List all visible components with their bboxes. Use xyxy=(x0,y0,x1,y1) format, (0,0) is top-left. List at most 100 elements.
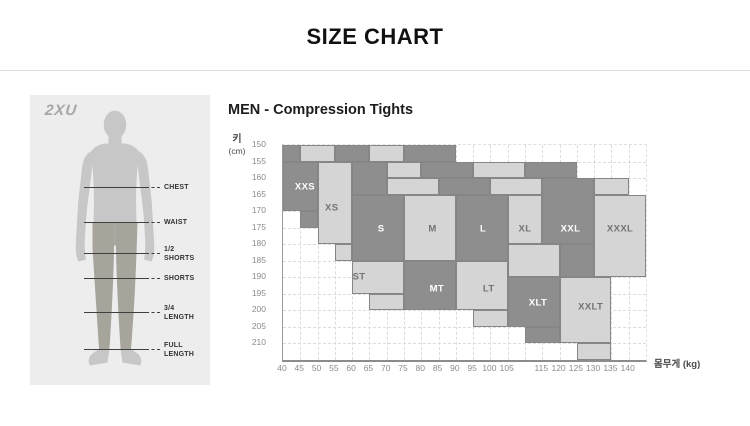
size-region-XXL xyxy=(559,244,595,278)
x-tick-85: 85 xyxy=(432,363,443,373)
x-tick-120: 120 xyxy=(551,363,566,373)
x-axis-ticks: 40 45 50 55 60 65 70 75 80 85 90 95 100 105 115 120 125 1… xyxy=(277,363,645,375)
x-axis-label: 몸무게 (kg) xyxy=(654,359,701,370)
size-region-M xyxy=(369,145,404,162)
gridline-horizontal xyxy=(283,343,646,345)
figure-tights-hip xyxy=(114,222,116,246)
figure-panel: 2XU CHEST WAIST 1/2 SHORTS SHORTS 3/4 LENGTH FU… xyxy=(30,95,210,385)
size-region-L xyxy=(438,178,491,195)
measurement-dashed-line xyxy=(146,349,160,350)
figure-torso xyxy=(91,143,139,225)
x-tick-140: 140 xyxy=(620,363,635,373)
y-tick-160: 160 xyxy=(251,172,266,183)
x-tick-130: 130 xyxy=(586,363,601,373)
measurement-solid-line xyxy=(84,312,146,313)
size-label-S: S xyxy=(377,223,385,235)
measurement-solid-line xyxy=(84,253,146,254)
size-region-XXL xyxy=(542,178,595,245)
size-region-XXS xyxy=(283,145,301,162)
size-region-XS xyxy=(334,244,353,261)
size-region-XXS xyxy=(283,161,318,212)
size-label-ST: ST xyxy=(352,271,366,283)
measurement-dashed-line xyxy=(146,253,160,254)
size-label-XXXL: XXXL xyxy=(606,223,634,235)
size-label-XXL: XXL xyxy=(560,223,581,235)
x-tick-55: 55 xyxy=(329,363,339,373)
measurement-solid-line xyxy=(84,278,146,279)
size-region-LT xyxy=(473,310,508,327)
y-tick-180: 180 xyxy=(251,238,266,249)
size-label-XXLT: XXLT xyxy=(578,301,604,313)
y-tick-190: 190 xyxy=(251,271,266,282)
size-region-XL xyxy=(507,194,543,245)
size-region-M xyxy=(404,194,456,261)
x-tick-135: 135 xyxy=(603,363,618,373)
size-region-ST xyxy=(352,260,404,294)
measurement-dashed-line xyxy=(146,222,160,223)
size-label-LT: LT xyxy=(482,283,495,295)
size-label-XL: XL xyxy=(518,223,532,235)
size-region-XXLT xyxy=(559,277,612,344)
size-region-XXL xyxy=(525,161,577,179)
y-axis-label: 키 (cm) xyxy=(222,130,252,156)
measurement-label: CHEST xyxy=(164,183,189,191)
measurement-dashed-line xyxy=(146,187,160,188)
gridline-horizontal xyxy=(283,326,646,328)
gridline-vertical xyxy=(317,145,319,360)
x-tick-70: 70 xyxy=(380,363,391,373)
figure-right-foot xyxy=(120,349,142,366)
size-region-XL xyxy=(490,178,543,195)
measurement-solid-line xyxy=(84,222,146,223)
size-region-S xyxy=(352,194,404,261)
figure-tights-left-leg xyxy=(92,222,115,350)
x-tick-80: 80 xyxy=(415,363,426,373)
size-label-MT: MT xyxy=(429,283,445,295)
x-tick-40: 40 xyxy=(277,363,287,373)
size-region-ST xyxy=(369,293,404,311)
y-tick-195: 195 xyxy=(251,287,266,298)
size-region-XLT xyxy=(525,326,560,344)
size-region-S xyxy=(334,145,370,162)
measurement-label: FULL LENGTH xyxy=(164,341,194,358)
y-tick-210: 210 xyxy=(251,337,266,348)
x-tick-100: 100 xyxy=(482,363,497,373)
measurement-label: SHORTS xyxy=(164,274,195,282)
x-tick-60: 60 xyxy=(346,363,356,373)
size-label-L: L xyxy=(480,223,487,235)
size-region-XXXL xyxy=(594,194,646,278)
chart-title: MEN - Compression Tights xyxy=(228,102,414,118)
size-region-LT xyxy=(455,260,508,311)
y-axis-label-line1: 키 xyxy=(232,134,242,145)
y-tick-150: 150 xyxy=(251,139,266,149)
x-tick-115: 115 xyxy=(534,363,549,373)
measurement-solid-line xyxy=(84,187,146,188)
size-region-XLT xyxy=(507,277,560,327)
size-region-S xyxy=(352,161,387,195)
measurement-dashed-line xyxy=(146,278,160,279)
page-title: SIZE CHART xyxy=(306,24,444,49)
measurement-dashed-line xyxy=(146,312,160,313)
y-axis-label-line2: (cm) xyxy=(228,146,246,156)
y-tick-200: 200 xyxy=(251,304,266,315)
y-axis-ticks: 150 155 160 165 170 175 180 185 190 195 200 205 210 xyxy=(240,139,274,359)
size-grid: XXS XS S M L XL XXL XXXL ST MT LT XLT XXLT xyxy=(282,144,647,362)
size-region-MT xyxy=(404,260,456,311)
x-tick-95: 95 xyxy=(467,363,477,373)
figure-left-arm xyxy=(75,150,93,262)
size-region-XXLT xyxy=(576,343,612,360)
y-tick-155: 155 xyxy=(251,155,266,166)
size-region-XXS xyxy=(300,211,318,228)
gridline-vertical xyxy=(300,145,302,360)
x-tick-65: 65 xyxy=(363,363,374,373)
size-region-L xyxy=(455,194,508,261)
y-tick-165: 165 xyxy=(251,188,266,199)
y-tick-185: 185 xyxy=(251,254,266,265)
divider xyxy=(0,70,750,71)
x-tick-90: 90 xyxy=(450,363,460,373)
measurement-label: 3/4 LENGTH xyxy=(164,304,194,321)
figure-left-foot xyxy=(88,349,110,366)
size-region-XS xyxy=(300,145,335,162)
size-label-M: M xyxy=(428,223,437,235)
size-label-XXS: XXS xyxy=(294,181,316,193)
